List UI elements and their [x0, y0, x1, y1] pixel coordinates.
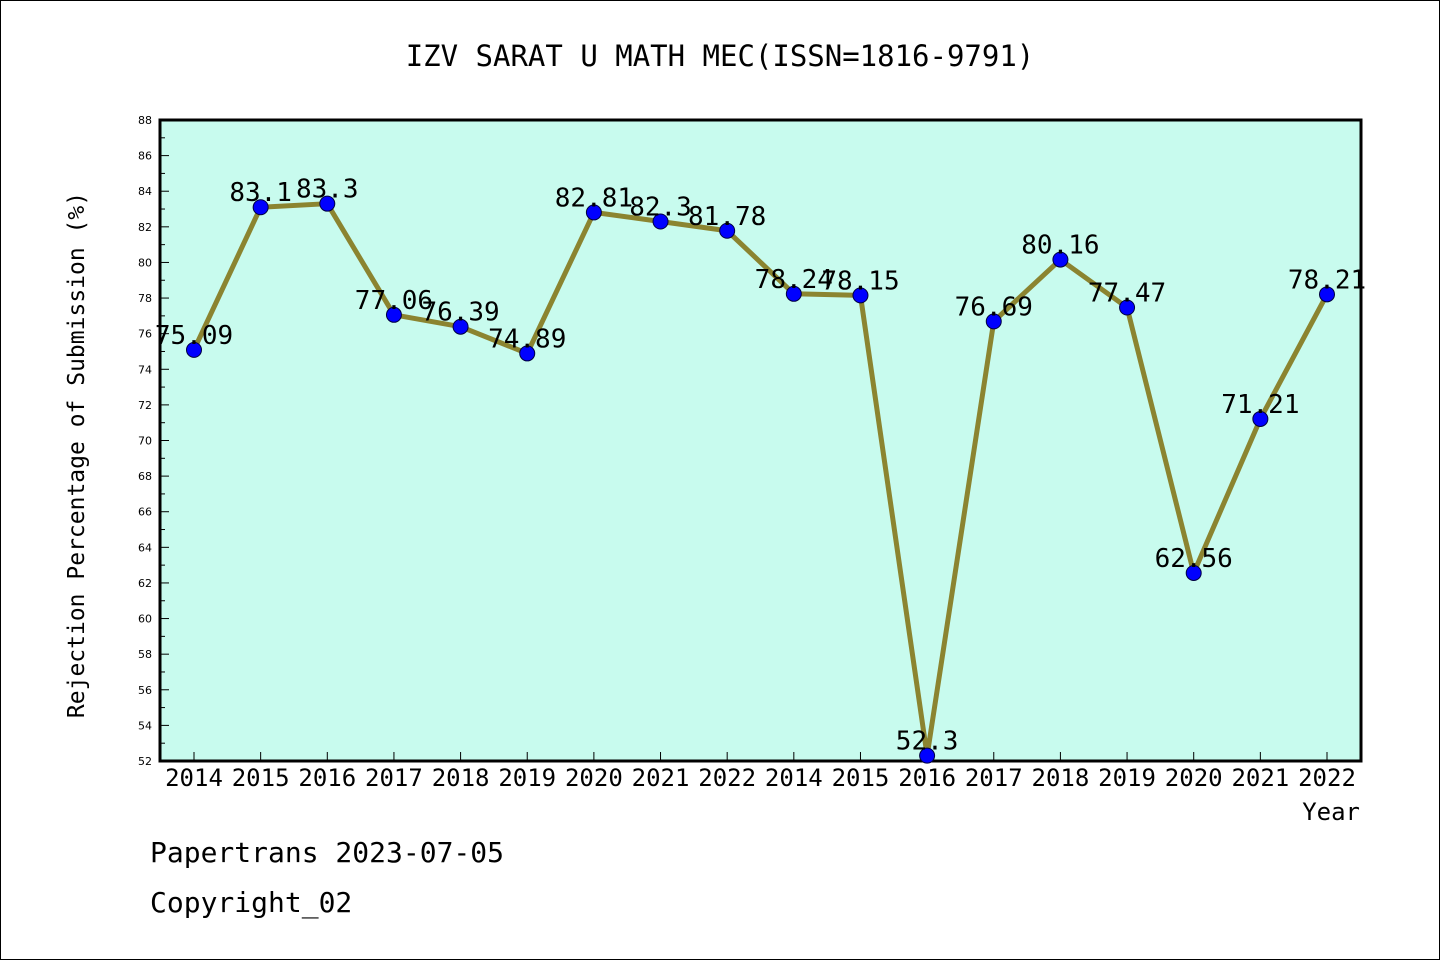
data-label: 52.3: [896, 727, 959, 757]
data-label: 83.1: [229, 178, 292, 208]
y-tick-label: 60: [138, 613, 152, 626]
y-tick-label: 52: [138, 755, 152, 768]
y-tick-label: 74: [138, 363, 152, 376]
y-axis-label: Rejection Percentage of Submission (%): [64, 192, 90, 718]
data-label: 80.16: [1021, 231, 1099, 261]
data-label: 71.21: [1221, 390, 1299, 420]
x-tick-label: 2022: [698, 764, 756, 792]
data-label: 77.06: [355, 286, 433, 316]
data-label: 62.56: [1155, 544, 1233, 574]
series-line: [191, 201, 1330, 759]
data-point: [319, 195, 336, 212]
data-label: 76.69: [955, 292, 1033, 322]
y-tick-label: 64: [138, 541, 152, 554]
y-tick-label: 78: [138, 292, 152, 305]
data-label: 83.3: [296, 175, 359, 205]
x-tick-label: 2019: [498, 764, 556, 792]
x-tick-label: 2021: [1231, 764, 1289, 792]
x-tick-label: 2020: [565, 764, 623, 792]
y-tick-label: 86: [138, 150, 152, 163]
data-point: [1052, 251, 1069, 268]
data-label: 81.78: [688, 202, 766, 232]
y-tick-label: 84: [138, 185, 152, 198]
data-point: [1319, 286, 1335, 303]
chart-title: IZV SARAT U MATH MEC(ISSN=1816-9791): [406, 39, 1035, 73]
x-tick-label: 2018: [1032, 764, 1090, 792]
y-tick-label: 66: [138, 506, 152, 519]
y-tick-label: 76: [138, 328, 152, 341]
y-axis: 52 54 56 58 60 62 64 66 68 70 72 74 76 78 80 82 84 86 88: [138, 114, 169, 768]
x-tick-label: 2017: [965, 764, 1023, 792]
y-tick-label: 82: [138, 221, 152, 234]
y-tick-label: 72: [138, 399, 152, 412]
x-tick-label: 2014: [765, 764, 823, 792]
y-tick-label: 70: [138, 435, 152, 448]
x-tick-label: 2017: [365, 764, 423, 792]
y-tick-label: 80: [138, 256, 152, 269]
data-point: [385, 306, 402, 323]
footer-source: Papertrans 2023-07-05: [150, 836, 505, 869]
data-label: 82.3: [629, 192, 692, 222]
data-label: 74.89: [488, 324, 566, 354]
data-label: 77.47: [1088, 278, 1166, 308]
data-point: [1185, 564, 1202, 581]
data-point: [186, 341, 202, 358]
x-tick-label: 2016: [898, 764, 956, 792]
x-axis-label: Year: [1302, 798, 1360, 826]
series-line-group: [191, 201, 1330, 759]
data-point: [252, 199, 269, 216]
series-markers: [186, 195, 1335, 764]
y-tick-label: 56: [138, 684, 152, 697]
data-point: [585, 204, 602, 221]
data-point: [785, 285, 802, 302]
x-tick-label: 2019: [1098, 764, 1156, 792]
data-label: 76.39: [421, 298, 499, 328]
x-tick-label: 2018: [432, 764, 490, 792]
data-point: [719, 222, 736, 239]
data-label: 75.09: [155, 321, 233, 351]
data-point: [652, 213, 669, 230]
data-label: 78.21: [1288, 265, 1366, 295]
x-tick-label: 2015: [832, 764, 890, 792]
y-tick-label: 62: [138, 577, 152, 590]
data-label: 82.81: [555, 183, 633, 213]
data-point: [519, 345, 536, 362]
data-point: [1252, 410, 1269, 427]
x-tick-label: 2022: [1298, 764, 1356, 792]
y-tick-label: 88: [138, 114, 152, 127]
x-tick-label: 2020: [1165, 764, 1223, 792]
data-point: [1119, 299, 1136, 316]
y-tick-label: 54: [138, 719, 152, 732]
y-tick-label: 58: [138, 648, 152, 661]
x-tick-label: 2014: [165, 764, 223, 792]
x-tick-label: 2015: [232, 764, 290, 792]
footer-copyright: Copyright_02: [150, 886, 353, 919]
data-point: [452, 318, 469, 335]
x-axis: 2014 2015 2016 2017 2018 2019 2020 2021 2022 2014…: [165, 752, 1356, 792]
y-tick-label: 68: [138, 470, 152, 483]
data-label: 78.24: [755, 265, 833, 295]
x-tick-label: 2021: [632, 764, 690, 792]
data-point: [919, 747, 936, 764]
data-label: 78.15: [821, 266, 899, 296]
data-point: [985, 313, 1002, 330]
data-point: [852, 287, 869, 304]
x-tick-label: 2016: [298, 764, 356, 792]
